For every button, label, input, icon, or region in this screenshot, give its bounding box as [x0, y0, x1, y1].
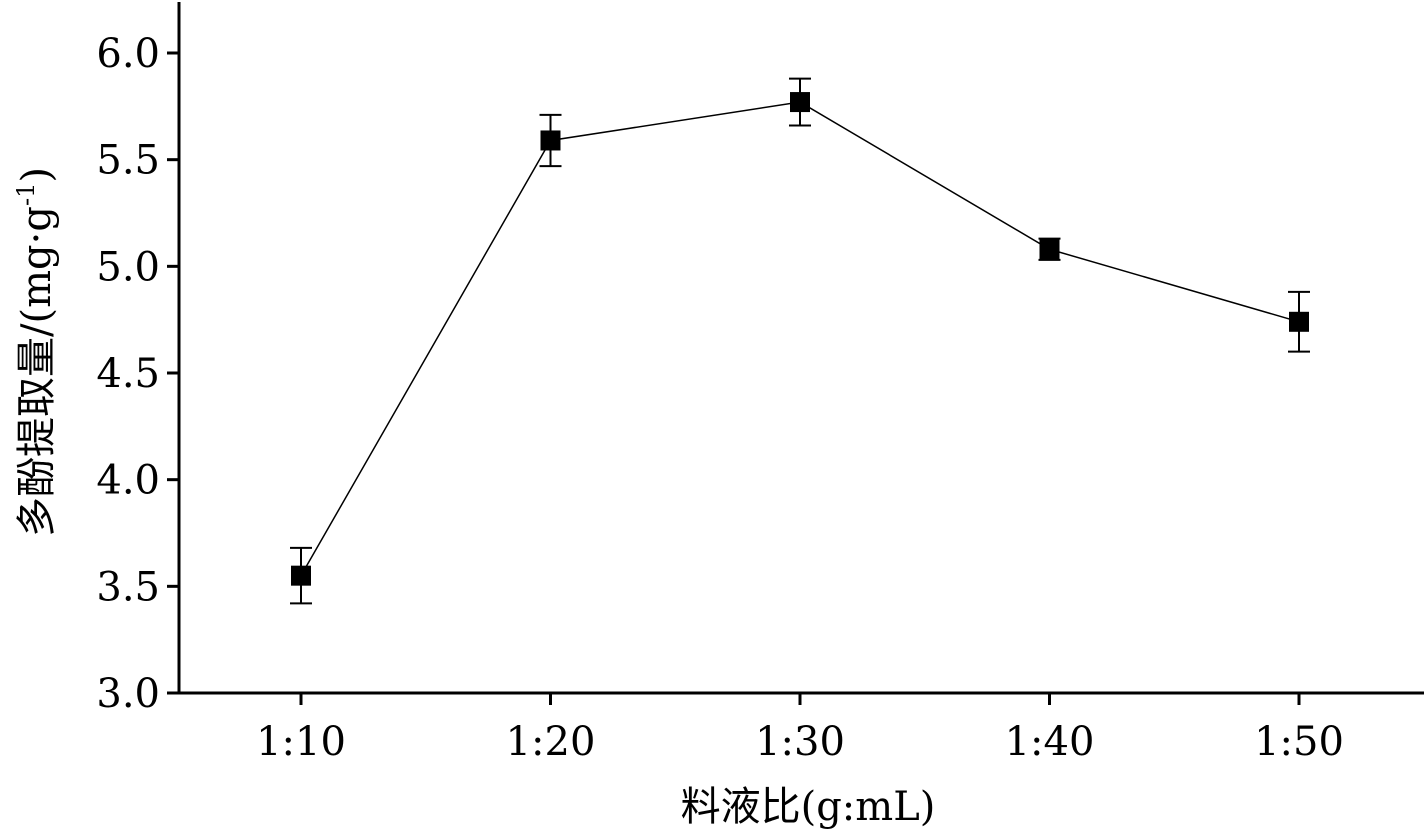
x-tick-label: 1:10 — [256, 719, 346, 765]
data-point — [540, 130, 561, 151]
data-point — [790, 92, 810, 113]
y-axis-title-close: ) — [14, 167, 60, 183]
x-tick-label: 1:30 — [755, 719, 845, 765]
y-tick-label: 5.5 — [96, 138, 160, 184]
y-tick-label: 3.5 — [96, 564, 160, 610]
y-tick-label: 4.5 — [96, 351, 160, 397]
y-tick-label: 4.0 — [96, 458, 160, 504]
y-tick-label: 6.0 — [96, 31, 160, 77]
x-axis-title: 料液比(g:mL) — [681, 784, 936, 830]
y-ticks: 3.0 3.5 4.0 4.5 5.0 5.5 6.0 — [96, 31, 179, 717]
x-tick-label: 1:20 — [506, 719, 596, 765]
y-axis-title-main: 多酚提取量/(mg·g — [14, 206, 60, 537]
y-axis-title: 多酚提取量/(mg·g-1) — [12, 167, 60, 537]
x-ticks: 1:10 1:20 1:30 1:40 1:50 — [256, 693, 1344, 765]
data-point — [291, 565, 311, 586]
y-tick-label: 3.0 — [96, 671, 160, 717]
y-tick-label: 5.0 — [96, 244, 160, 290]
series-line — [300, 101, 1300, 577]
data-point — [1039, 239, 1060, 260]
data-point — [1289, 311, 1309, 332]
x-tick-label: 1:50 — [1254, 719, 1344, 765]
x-tick-label: 1:40 — [1005, 719, 1095, 765]
y-axis-title-superscript: -1 — [12, 183, 40, 206]
series — [290, 77, 1310, 605]
